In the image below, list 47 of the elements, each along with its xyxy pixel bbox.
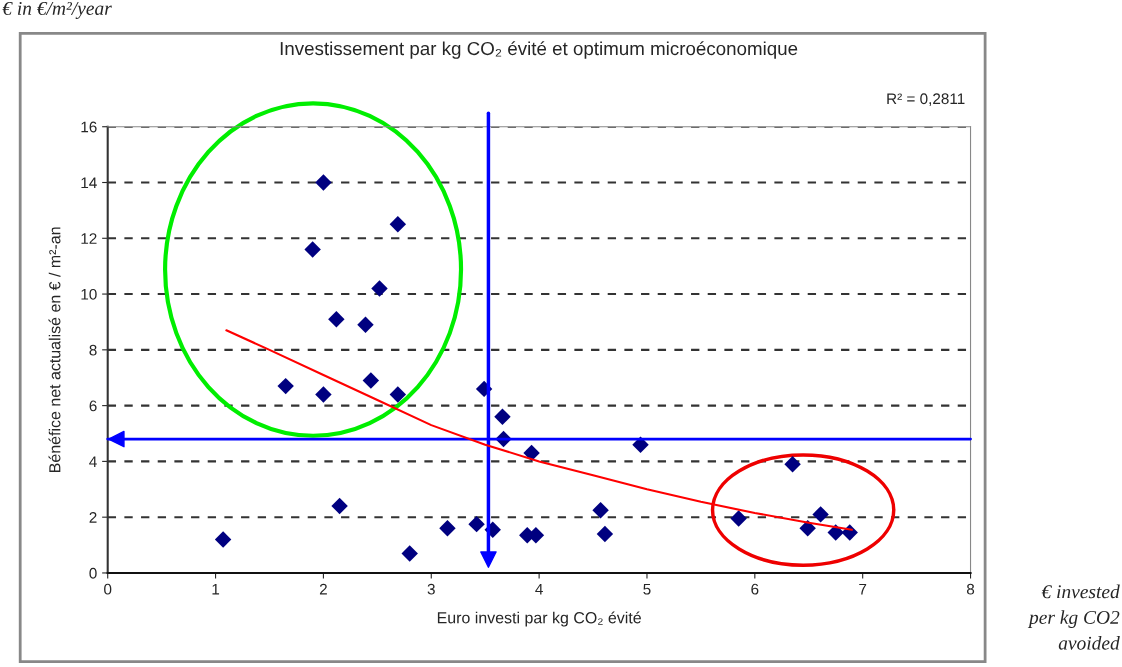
point: [362, 372, 380, 389]
point: [315, 386, 332, 403]
y-tick-label: 14: [81, 177, 97, 189]
y-tick-label: 16: [81, 121, 97, 133]
point: [389, 386, 407, 403]
y-tick-label: 2: [89, 512, 97, 523]
text: € in €/m²/year: [2, 1, 112, 19]
point: [592, 501, 609, 519]
point: [439, 520, 456, 537]
x-tick-label: 2: [319, 583, 327, 595]
chart-title: Investissement par kg CO₂ évité et optimum microéconomique: [280, 41, 798, 59]
y-tick-label: 0: [89, 567, 97, 579]
y-axis-title: Bénéfice net actualisé en € / m²-an: [48, 227, 61, 472]
x-axis-title: Euro investi par kg CO₂ évité: [437, 611, 641, 627]
x-tick-label: 1: [212, 583, 220, 595]
point: [315, 174, 332, 191]
y-tick-label: 10: [81, 288, 97, 300]
x-tick-label: 0: [104, 583, 112, 595]
point: [277, 377, 294, 395]
y-tick-label: 12: [81, 233, 97, 244]
point: [799, 520, 816, 537]
y-tick-label: 4: [89, 456, 97, 467]
point: [328, 310, 345, 328]
point: [730, 510, 747, 527]
point: [596, 525, 614, 543]
point: [812, 506, 829, 523]
point: [784, 455, 801, 473]
point: [304, 241, 321, 258]
text: R² = 0,2811: [887, 93, 965, 106]
point: [214, 531, 232, 548]
x-tick-label: 7: [859, 583, 867, 595]
point: [389, 216, 407, 233]
point: [494, 408, 511, 425]
y-tick-label: 8: [89, 344, 97, 356]
text: € invested per kg CO2 avoided: [1027, 584, 1120, 650]
x-tick-label: 3: [427, 583, 435, 595]
point: [331, 497, 348, 515]
point: [357, 316, 374, 333]
point: [632, 436, 649, 453]
x-tick-label: 5: [643, 583, 651, 595]
point: [468, 515, 485, 533]
x-tick-label: 8: [966, 583, 975, 595]
x-tick-label: 6: [751, 583, 759, 595]
x-tick-label: 4: [535, 583, 543, 595]
y-tick-label: 6: [89, 400, 97, 412]
point: [401, 545, 418, 562]
point: [371, 280, 388, 297]
